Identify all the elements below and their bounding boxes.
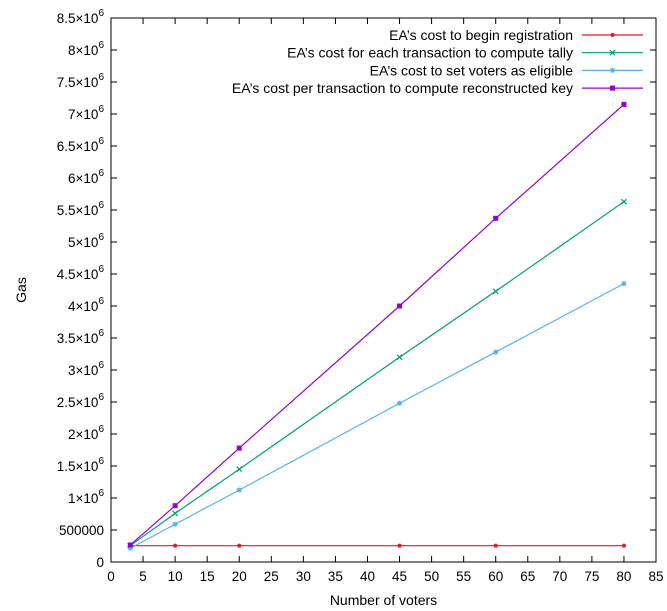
data-point	[173, 543, 178, 548]
x-tick-label: 40	[360, 569, 375, 584]
x-tick-label: 75	[584, 569, 599, 584]
data-point	[609, 49, 616, 56]
series-line	[129, 201, 625, 547]
legend-entry: EA’s cost for each transaction to comput…	[287, 45, 643, 61]
y-tick-label: 0	[96, 555, 104, 570]
data-point	[397, 543, 402, 548]
data-point	[397, 303, 403, 309]
y-tick-label: 6×106	[68, 168, 104, 186]
legend-label: EA’s cost for each transaction to comput…	[287, 45, 573, 61]
y-tick-label: 2×106	[68, 424, 104, 442]
x-tick-label: 80	[616, 569, 631, 584]
data-point	[172, 503, 178, 509]
y-tick-label: 4×106	[68, 296, 104, 314]
series-3	[127, 281, 627, 551]
data-point	[492, 288, 499, 295]
data-point	[397, 400, 403, 406]
x-tick-label: 70	[552, 569, 567, 584]
y-tick-label: 3.5×106	[57, 328, 105, 346]
series-1	[128, 543, 626, 548]
y-tick-label: 5×106	[68, 232, 104, 250]
legend-label: EA’s cost per transaction to compute rec…	[232, 80, 573, 96]
x-tick-label: 30	[296, 569, 311, 584]
y-tick-label: 6.5×106	[57, 136, 105, 154]
series-layer	[127, 101, 627, 551]
data-point	[610, 67, 615, 73]
legend-label: EA’s cost to set voters as eligible	[370, 62, 574, 78]
data-point	[610, 85, 615, 91]
legend-entry: EA’s cost per transaction to compute rec…	[232, 80, 643, 96]
x-tick-label: 15	[200, 569, 215, 584]
data-point	[621, 198, 627, 205]
x-tick-label: 10	[168, 569, 183, 584]
y-tick-label: 8.5×106	[57, 8, 105, 26]
data-point	[493, 543, 498, 548]
series-line	[129, 283, 625, 549]
x-tick-label: 35	[328, 569, 343, 584]
y-tick-label: 1.5×106	[57, 456, 105, 474]
y-tick-label: 500000	[59, 523, 104, 538]
data-point	[172, 521, 178, 527]
x-tick-label: 65	[520, 569, 535, 584]
data-point	[236, 487, 242, 493]
x-tick-label: 50	[424, 569, 439, 584]
data-point	[127, 542, 133, 548]
y-axis-ticks: 0 500000 1×106 1.5×106 2×106 2.5×106 3×106 3.5×…	[57, 8, 656, 570]
data-point	[621, 101, 627, 107]
series-4	[127, 101, 627, 548]
data-point	[493, 349, 499, 355]
series-2	[127, 198, 627, 549]
y-tick-label: 3×106	[68, 360, 104, 378]
y-tick-label: 8×106	[68, 40, 104, 58]
data-point	[621, 543, 626, 548]
y-tick-label: 7×106	[68, 104, 104, 122]
y-tick-label: 2.5×106	[57, 392, 105, 410]
x-tick-label: 45	[392, 569, 407, 584]
x-tick-label: 20	[232, 569, 247, 584]
x-tick-label: 5	[139, 569, 147, 584]
legend-entry: EA’s cost to set voters as eligible	[370, 62, 643, 78]
data-point	[237, 543, 242, 548]
y-tick-label: 5.5×106	[57, 200, 105, 218]
x-axis-label: Number of voters	[330, 592, 437, 608]
x-axis-ticks: 0 5 10 15 20 25 30 35 40 45 50 55 60 65 70 75 80 85	[107, 18, 664, 584]
y-axis-label: Gas	[13, 277, 29, 303]
data-point	[621, 281, 627, 287]
y-tick-label: 4.5×106	[57, 264, 105, 282]
data-point	[236, 466, 243, 473]
y-tick-label: 1×106	[68, 488, 104, 506]
plot-frame	[110, 17, 657, 563]
x-tick-label: 60	[488, 569, 503, 584]
data-point	[172, 510, 179, 517]
data-point	[493, 215, 499, 221]
legend-label: EA’s cost to begin registration	[389, 27, 573, 43]
data-point	[127, 545, 133, 551]
legend-entry: EA’s cost to begin registration	[389, 27, 643, 43]
data-point	[396, 354, 403, 361]
y-tick-label: 7.5×106	[57, 72, 105, 90]
legend: EA’s cost to begin registration EA’s cost…	[232, 27, 643, 96]
data-point	[236, 445, 242, 451]
x-tick-label: 25	[264, 569, 279, 584]
x-tick-label: 85	[648, 569, 663, 584]
x-tick-label: 0	[107, 569, 115, 584]
series-line	[129, 103, 625, 546]
x-tick-label: 55	[456, 569, 471, 584]
data-point	[610, 33, 615, 37]
